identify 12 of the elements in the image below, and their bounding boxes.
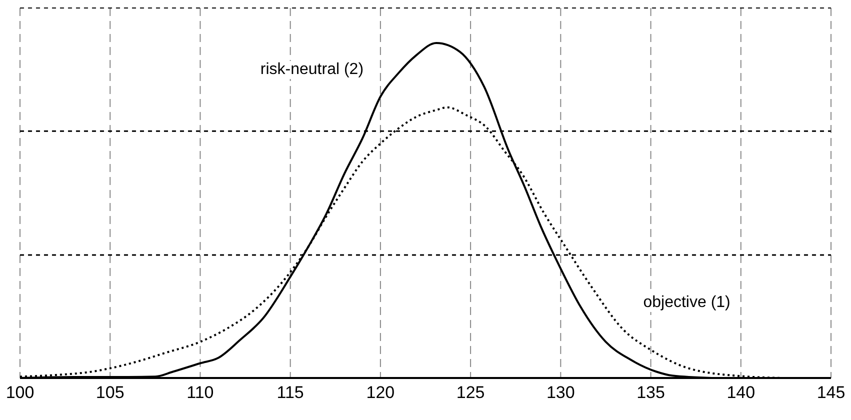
x-tick-label: 135	[636, 383, 665, 402]
x-tick-label: 145	[816, 383, 846, 402]
x-tick-label: 110	[186, 383, 214, 402]
series-label: objective (1)	[643, 294, 730, 312]
x-tick-label: 140	[726, 383, 756, 402]
series-label: risk-neutral (2)	[260, 61, 364, 80]
x-tick-label: 115	[276, 383, 304, 402]
x-tick-label: 100	[6, 383, 34, 402]
x-tick-label: 120	[366, 383, 395, 402]
x-tick-label: 130	[546, 383, 575, 402]
x-tick-label: 125	[456, 383, 485, 402]
x-tick-label: 105	[96, 383, 124, 402]
